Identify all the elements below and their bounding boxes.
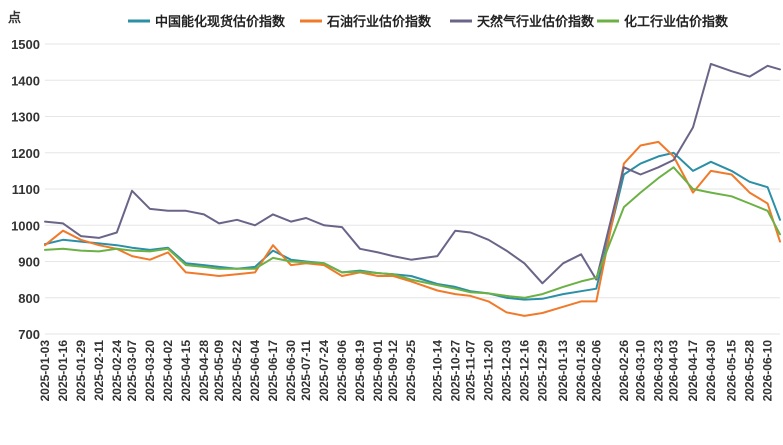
y-tick-label: 1200 (11, 146, 40, 161)
x-axis-ticks: 2025-01-03 2025-01-16 2025-01-29 2025-02-11… (38, 340, 775, 402)
x-tick-label: 2025-01-16 (56, 340, 70, 402)
y-axis-unit-label: 点 (8, 10, 21, 26)
x-tick-label: 2025-06-30 (284, 340, 298, 402)
legend-label: 石油行业估价指数 (326, 14, 432, 30)
x-tick-label: 2025-02-24 (110, 340, 124, 402)
y-tick-label: 1300 (11, 110, 40, 125)
y-tick-label: 1500 (11, 37, 40, 52)
x-tick-label: 2025-05-22 (230, 340, 244, 402)
x-tick-label: 2025-07-11 (299, 340, 313, 401)
x-tick-label: 2025-10-14 (430, 340, 444, 402)
x-tick-label: 2025-01-03 (38, 340, 52, 402)
gridlines (45, 43, 780, 335)
legend-label: 化工行业估价指数 (624, 14, 729, 30)
x-tick-label: 2026-02-06 (589, 340, 603, 402)
series-lines (44, 62, 781, 317)
x-tick-label: 2026-06-10 (761, 340, 775, 402)
x-tick-label: 2025-08-06 (335, 340, 349, 402)
x-tick-label: 2025-02-11 (92, 340, 106, 401)
x-tick-label: 2025-09-01 (371, 340, 385, 402)
series-line (44, 62, 781, 285)
x-tick-label: 2025-06-04 (248, 340, 262, 402)
x-tick-label: 2025-06-17 (266, 340, 280, 402)
x-tick-label: 2025-03-07 (125, 340, 139, 402)
y-tick-label: 800 (18, 291, 40, 306)
y-tick-label: 1000 (11, 218, 40, 233)
legend-label: 中国能化现货估价指数 (155, 14, 286, 30)
x-tick-label: 2026-04-30 (704, 340, 718, 402)
x-tick-label: 2025-04-15 (179, 340, 193, 402)
x-tick-label: 2025-08-19 (353, 340, 367, 402)
x-tick-label: 2026-05-15 (725, 340, 739, 402)
series-line (44, 151, 781, 301)
y-tick-label: 900 (18, 255, 40, 270)
x-tick-label: 2026-01-26 (574, 340, 588, 402)
x-tick-label: 2025-04-02 (161, 340, 175, 402)
x-tick-label: 2025-11-07 (464, 340, 478, 401)
x-tick-label: 2026-01-13 (556, 340, 570, 402)
series-line (44, 140, 781, 317)
x-tick-label: 2025-10-27 (448, 340, 462, 402)
y-axis-ticks: 700 800 900 1000 1100 1200 1300 1400 1500 (11, 37, 40, 342)
x-tick-label: 2025-12-29 (535, 340, 549, 402)
x-tick-label: 2026-03-23 (651, 340, 665, 402)
x-tick-label: 2025-12-03 (499, 340, 513, 402)
x-tick-label: 2025-09-25 (404, 340, 418, 402)
legend-label: 天然气行业估价指数 (477, 14, 595, 30)
x-tick-label: 2025-09-12 (386, 340, 400, 402)
y-tick-label: 1100 (12, 182, 40, 197)
x-tick-label: 2025-03-20 (143, 340, 157, 402)
x-tick-label: 2026-05-28 (743, 340, 757, 402)
legend: 中国能化现货估价指数 石油行业估价指数 天然气行业估价指数 化工行业估价指数 (128, 14, 729, 30)
x-tick-label: 2026-02-26 (617, 340, 631, 402)
x-tick-label: 2025-11-20 (481, 340, 495, 401)
x-tick-label: 2025-05-09 (212, 340, 226, 402)
x-tick-label: 2026-04-17 (686, 340, 700, 402)
y-tick-label: 700 (18, 327, 40, 342)
y-tick-label: 1400 (11, 73, 40, 88)
x-tick-label: 2025-01-29 (74, 340, 88, 402)
x-tick-label: 2026-04-03 (667, 340, 681, 402)
x-tick-label: 2025-07-24 (317, 340, 331, 402)
x-tick-label: 2026-03-10 (633, 340, 647, 402)
x-tick-label: 2025-12-16 (517, 340, 531, 402)
x-tick-label: 2025-04-28 (197, 340, 211, 402)
series-line (44, 166, 781, 299)
